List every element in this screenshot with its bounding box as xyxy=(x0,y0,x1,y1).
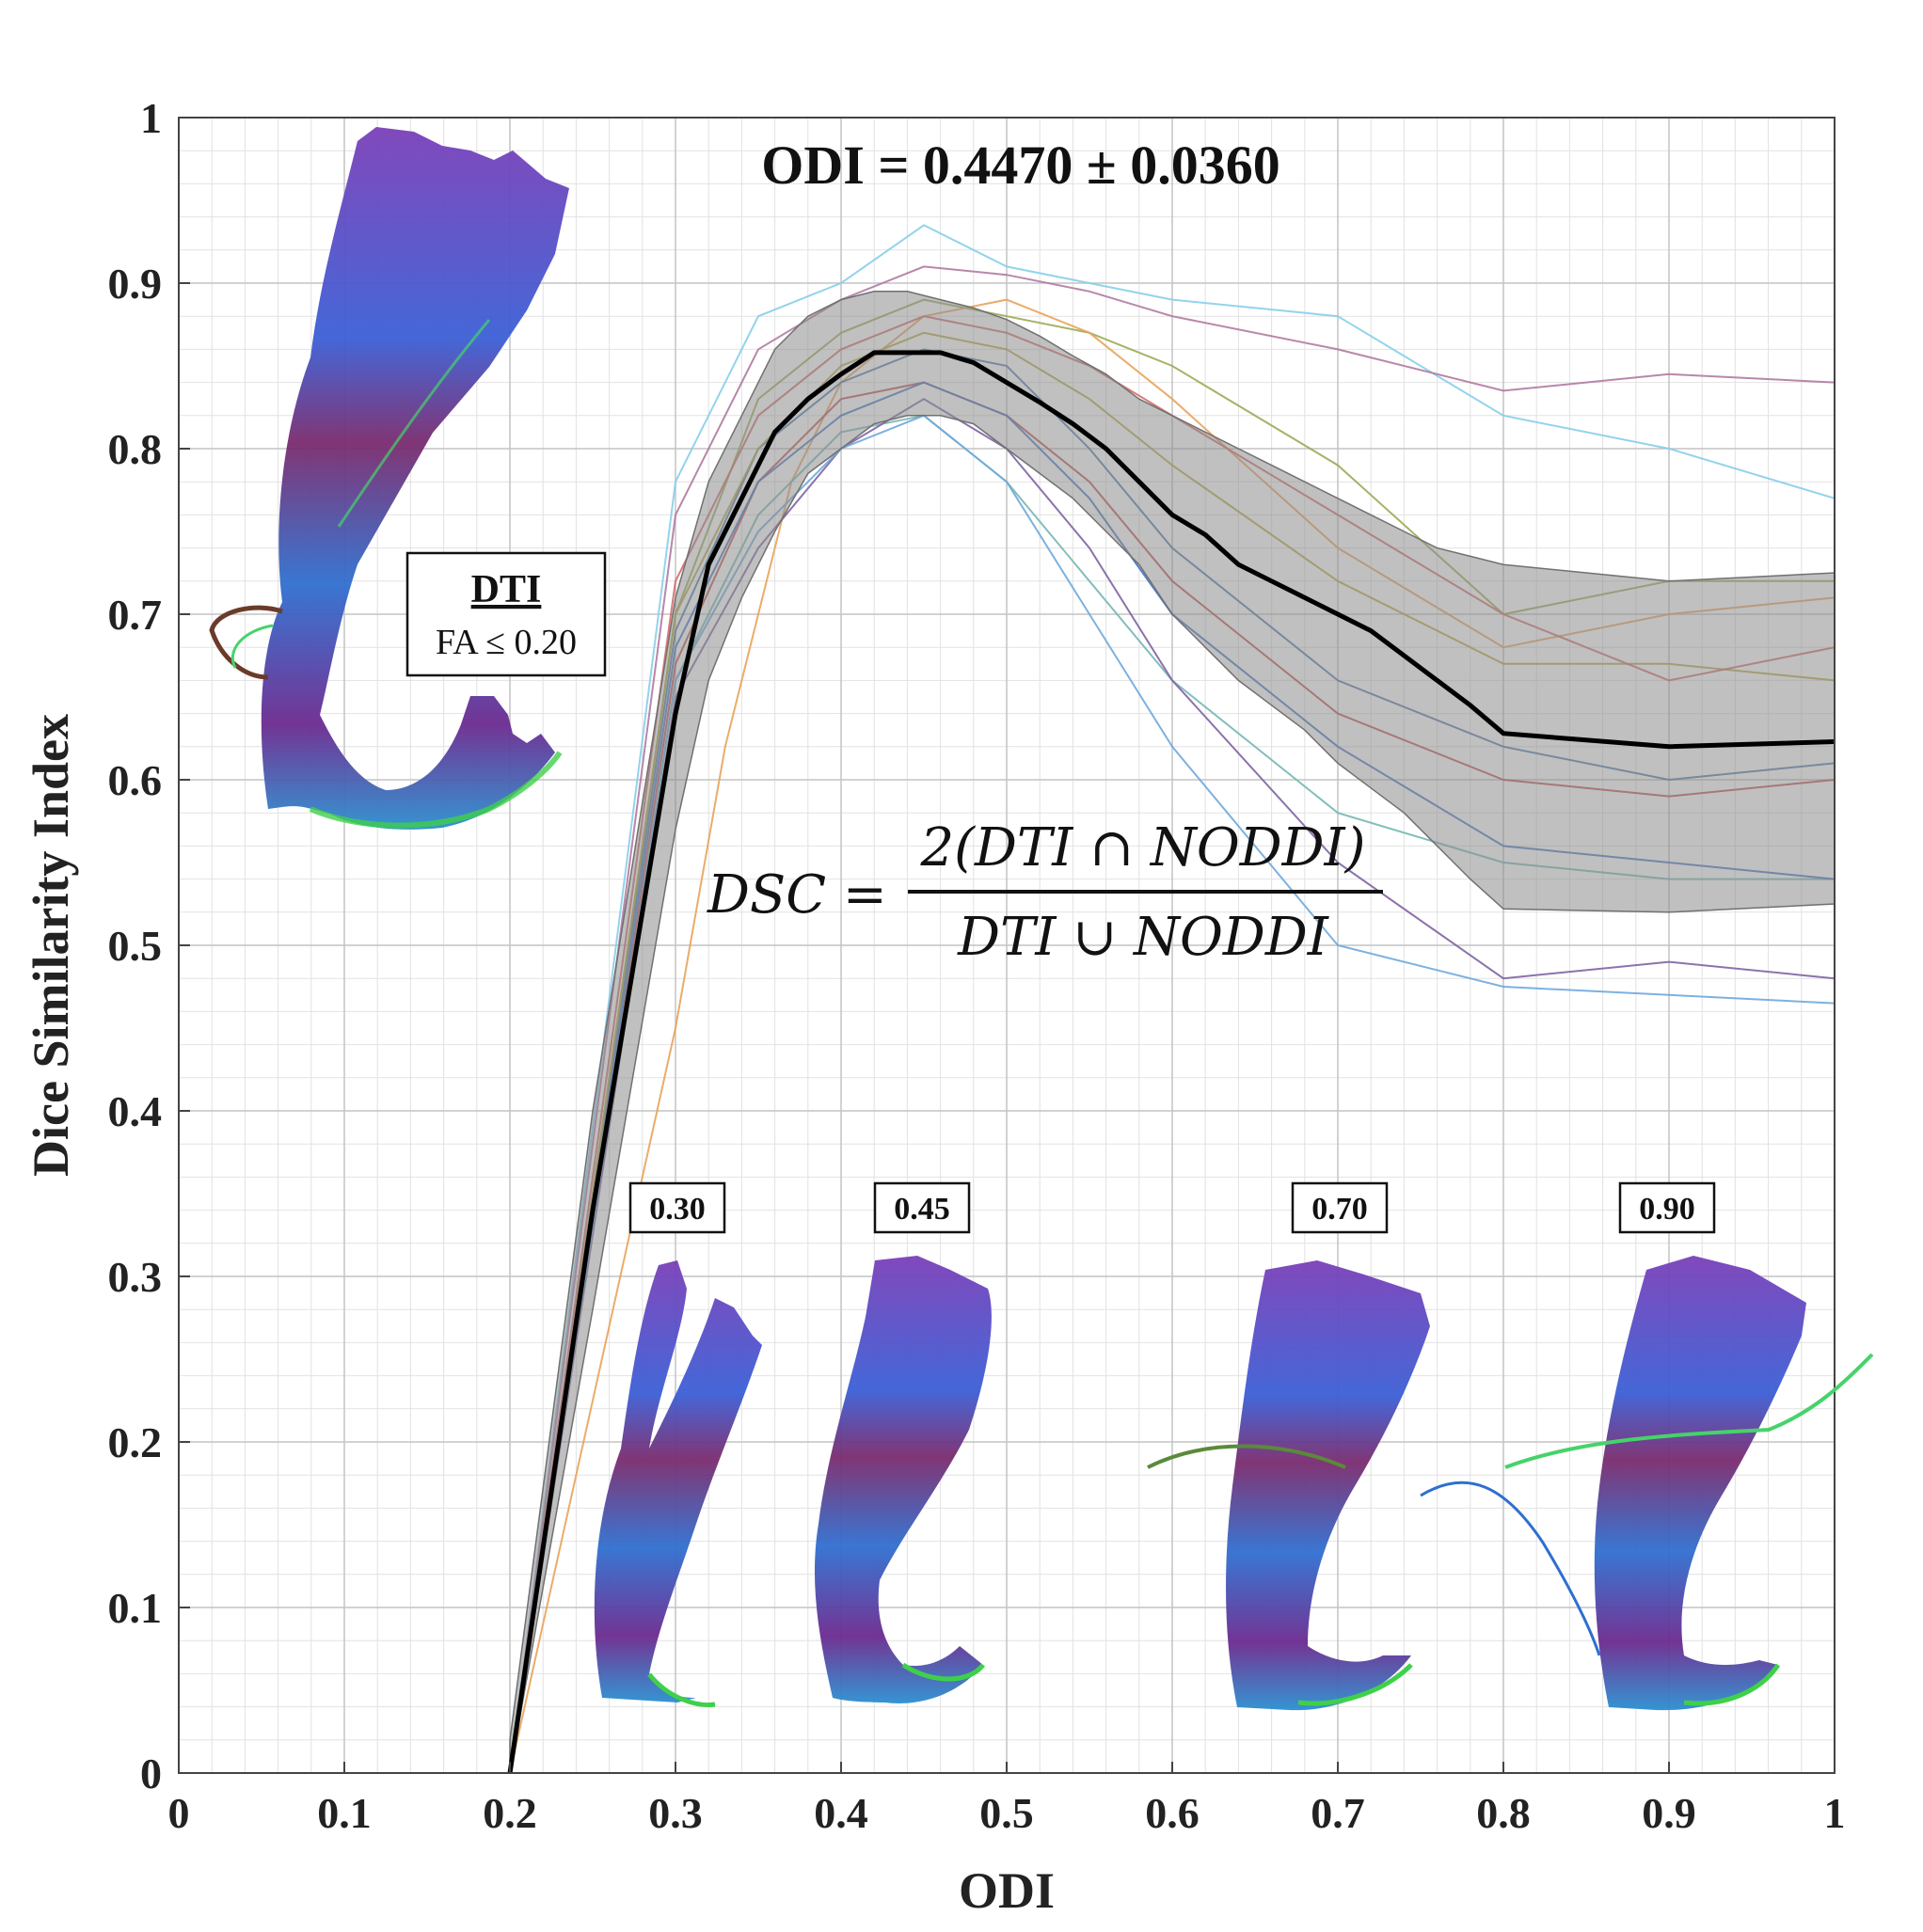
y-tick-label: 0 xyxy=(140,1750,162,1797)
odi-label-090: 0.90 xyxy=(1618,1181,1716,1234)
tractography-dti xyxy=(209,127,569,830)
legend-box: DTI FA ≤ 0.20 xyxy=(405,551,607,677)
y-tick-label: 0.1 xyxy=(108,1584,163,1632)
x-axis-label: ODI xyxy=(959,1862,1055,1919)
odi-label-045: 0.45 xyxy=(873,1181,971,1234)
y-tick-label: 0.9 xyxy=(108,260,163,308)
svg-text:0.45: 0.45 xyxy=(894,1192,950,1227)
tractography-odi-070 xyxy=(1147,1260,1430,1711)
x-tick-label: 0.2 xyxy=(483,1789,537,1837)
y-tick-label: 0.3 xyxy=(108,1253,163,1301)
subject-line-1 xyxy=(509,224,1835,1773)
y-axis-ticks: 0 0.1 0.2 0.3 0.4 0.5 0.6 0.7 0.8 0.9 1 xyxy=(108,94,190,1797)
x-tick-label: 0.8 xyxy=(1476,1789,1531,1837)
x-tick-label: 1 xyxy=(1824,1789,1846,1837)
y-tick-label: 1 xyxy=(140,94,162,142)
y-tick-label: 0.8 xyxy=(108,425,163,473)
x-tick-label: 0.9 xyxy=(1642,1789,1696,1837)
tractography-odi-090 xyxy=(1420,1256,1874,1711)
odi-label-030: 0.30 xyxy=(628,1181,726,1234)
formula-denominator: DTI ∪ NODDI xyxy=(957,907,1330,968)
y-tick-label: 0.4 xyxy=(108,1087,163,1135)
formula-lhs: DSC = xyxy=(707,864,887,926)
y-tick-label: 0.5 xyxy=(108,922,163,970)
y-axis-label: Dice Similarity Index xyxy=(23,714,79,1177)
y-tick-label: 0.7 xyxy=(108,591,163,639)
x-axis-ticks: 0 0.1 0.2 0.3 0.4 0.5 0.6 0.7 0.8 0.9 1 xyxy=(168,1762,1846,1837)
svg-text:0.30: 0.30 xyxy=(649,1192,706,1227)
x-tick-label: 0.5 xyxy=(979,1789,1034,1837)
odi-label-070: 0.70 xyxy=(1291,1181,1389,1234)
dsc-formula: DSC = 2(DTI ∩ NODDI) DTI ∪ NODDI xyxy=(707,817,1383,968)
chart-title: ODI = 0.4470 ± 0.0360 xyxy=(761,135,1279,196)
x-tick-label: 0.3 xyxy=(648,1789,703,1837)
tractography-odi-045 xyxy=(814,1256,992,1703)
legend-title: DTI xyxy=(471,568,542,611)
legend-subtitle: FA ≤ 0.20 xyxy=(436,623,577,662)
y-tick-label: 0.2 xyxy=(108,1418,163,1466)
svg-text:0.90: 0.90 xyxy=(1639,1192,1695,1227)
formula-numerator: 2(DTI ∩ NODDI) xyxy=(919,817,1365,879)
x-tick-label: 0.1 xyxy=(317,1789,372,1837)
y-tick-label: 0.6 xyxy=(108,756,163,804)
x-tick-label: 0.7 xyxy=(1311,1789,1365,1837)
svg-text:0.70: 0.70 xyxy=(1311,1192,1368,1227)
tractography-odi-030 xyxy=(594,1260,762,1708)
mean-line xyxy=(507,350,1836,1774)
x-tick-label: 0.4 xyxy=(814,1789,868,1837)
subject-line-2 xyxy=(509,265,1835,1773)
x-tick-label: 0.6 xyxy=(1145,1789,1200,1837)
x-tick-label: 0 xyxy=(168,1789,190,1837)
